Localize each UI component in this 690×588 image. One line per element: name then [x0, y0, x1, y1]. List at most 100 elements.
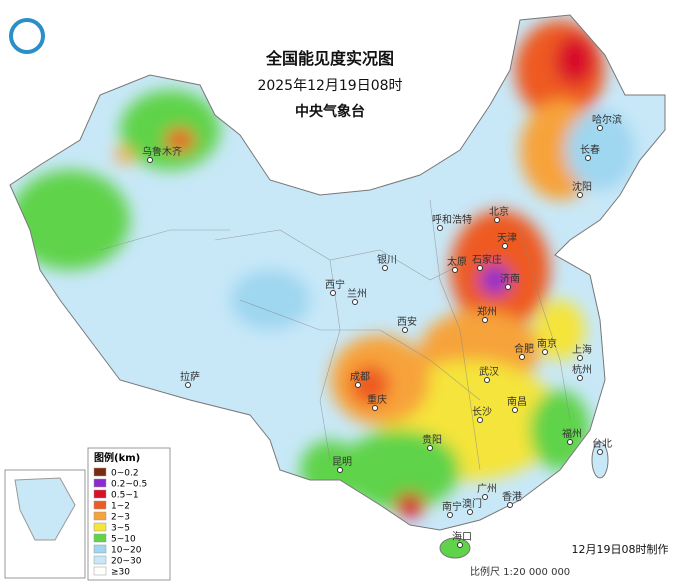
city-dot: [519, 354, 525, 360]
hainan: [439, 537, 471, 559]
city-label: 太原: [447, 255, 467, 268]
legend-label: ≥30: [111, 568, 130, 578]
taiwan: [591, 441, 609, 479]
city-dot: [355, 382, 361, 388]
legend-title: 图例(km): [94, 451, 140, 464]
city-dot: [477, 265, 483, 271]
city-dot: [330, 290, 336, 296]
legend-label: 0~0.2: [111, 469, 139, 479]
legend-swatch: [93, 555, 107, 565]
city-label: 兰州: [347, 287, 367, 300]
city-dot: [597, 449, 603, 455]
city-label: 广州: [477, 483, 497, 495]
city-dot: [352, 299, 358, 305]
legend-label: 0.5~1: [111, 491, 139, 501]
city-label: 合肥: [514, 342, 534, 355]
legend-swatch: [93, 500, 107, 510]
legend-swatch: [93, 533, 107, 543]
city-label: 澳门: [462, 497, 482, 510]
legend: 图例(km) 0~0.20.2~0.50.5~11~22~33~55~1010~…: [87, 447, 171, 581]
city-label: 长春: [580, 144, 600, 156]
city-label: 贵阳: [422, 433, 442, 446]
city-label: 昆明: [332, 456, 352, 468]
city-label: 长沙: [472, 406, 492, 418]
city-label: 南京: [537, 337, 557, 350]
city-label: 杭州: [572, 363, 592, 376]
legend-swatch: [93, 544, 107, 554]
legend-swatch: [93, 566, 107, 576]
city-dot: [477, 417, 483, 423]
legend-label: 10~20: [111, 546, 142, 556]
legend-swatch: [93, 489, 107, 499]
city-dot: [502, 243, 508, 249]
city-dot: [337, 467, 343, 473]
legend-label: 3~5: [111, 524, 130, 534]
legend-swatch: [93, 467, 107, 477]
city-label: 台北: [592, 437, 612, 450]
city-dot: [484, 377, 490, 383]
city-dot: [494, 217, 500, 223]
city-label: 乌鲁木齐: [142, 145, 182, 158]
city-dot: [457, 542, 463, 548]
city-label: 南宁: [442, 500, 462, 513]
city-label: 南昌: [507, 395, 527, 408]
city-dot: [437, 225, 443, 231]
city-label: 海口: [452, 530, 472, 543]
city-dot: [447, 512, 453, 518]
city-label: 拉萨: [180, 370, 200, 383]
city-dot: [382, 265, 388, 271]
time: 2025年12月19日08时: [257, 78, 402, 94]
legend-label: 1~2: [111, 502, 130, 512]
city-dot: [482, 494, 488, 500]
city-dot: [147, 157, 153, 163]
city-dot: [507, 502, 513, 508]
city-dot: [577, 192, 583, 198]
city-label: 成都: [350, 371, 370, 383]
city-label: 香港: [502, 491, 522, 503]
legend-swatch: [93, 511, 107, 521]
legend-swatch: [93, 522, 107, 532]
city-label: 重庆: [367, 393, 387, 406]
city-label: 西安: [397, 315, 417, 328]
inset-shape: [14, 477, 76, 541]
city-dot: [185, 382, 191, 388]
city-dot: [372, 405, 378, 411]
city-dot: [427, 445, 433, 451]
city-label: 济南: [500, 272, 520, 285]
city-label: 上海: [572, 343, 592, 356]
city-dot: [402, 327, 408, 333]
city-dot: [482, 317, 488, 323]
city-label: 福州: [562, 427, 582, 440]
city-label: 哈尔滨: [592, 113, 622, 126]
legend-label: 20~30: [111, 557, 142, 567]
city-label: 石家庄: [472, 253, 502, 266]
city-label: 沈阳: [572, 180, 592, 193]
legend-label: 2~3: [111, 513, 130, 523]
scale: 比例尺 1:20 000 000: [470, 565, 570, 578]
city-dot: [577, 355, 583, 361]
title: 全国能见度实况图: [265, 49, 394, 68]
city-dot: [512, 407, 518, 413]
city-label: 郑州: [477, 305, 497, 318]
city-label: 银川: [377, 253, 397, 266]
city-dot: [542, 349, 548, 355]
city-dot: [452, 267, 458, 273]
city-dot: [577, 375, 583, 381]
legend-swatch: [93, 478, 107, 488]
city-dot: [467, 509, 473, 515]
city-label: 呼和浩特: [432, 214, 472, 226]
city-label: 北京: [489, 205, 509, 218]
city-dot: [585, 155, 591, 161]
city-label: 天津: [497, 232, 517, 244]
city-dot: [567, 439, 573, 445]
legend-label: 5~10: [111, 535, 136, 545]
city-dot: [505, 284, 511, 290]
city-label: 西宁: [325, 278, 345, 291]
made-time: 12月19日08时制作: [572, 543, 669, 556]
city-dot: [597, 125, 603, 131]
agency: 中央气象台: [295, 103, 365, 120]
legend-label: 0.2~0.5: [111, 480, 147, 490]
city-label: 武汉: [479, 365, 499, 378]
